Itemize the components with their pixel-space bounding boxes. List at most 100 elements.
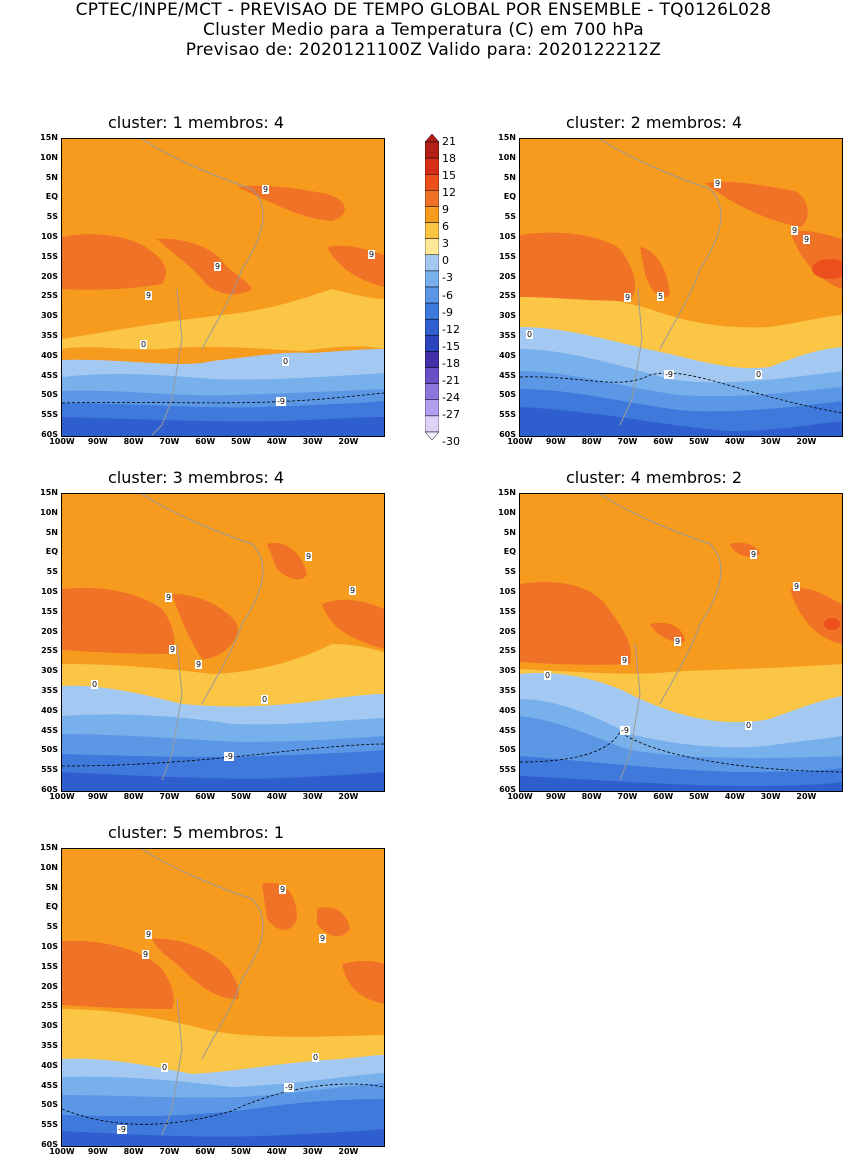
lon-tick-label: 50W <box>231 792 251 801</box>
lon-tick-label: 90W <box>87 437 108 446</box>
lat-tick-label: 50S <box>41 390 58 400</box>
lat-tick-label: 50S <box>499 390 516 400</box>
lon-tick-label: 60W <box>195 437 216 446</box>
lat-tick-label: 5N <box>45 527 58 537</box>
lat-tick-label: 30S <box>41 311 58 321</box>
lon-tick-label: 90W <box>87 792 108 801</box>
lat-tick-label: 50S <box>41 745 58 755</box>
lat-tick-label: 15S <box>499 606 516 616</box>
colorbar-segment <box>424 351 440 368</box>
contour-label: -9 <box>224 752 234 761</box>
lat-tick-label: 40S <box>41 1060 58 1070</box>
lat-tick-label: 35S <box>499 686 516 695</box>
colorbar-segment <box>424 254 440 272</box>
contour-label: 9 <box>793 582 801 591</box>
lat-tick-label: 40S <box>41 705 58 715</box>
lon-tick-label: 70W <box>159 792 180 801</box>
contour-label: 9 <box>621 656 629 665</box>
lat-tick-label: 25S <box>41 646 58 656</box>
lat-tick-label: 15N <box>498 488 516 497</box>
lon-tick-label: 60W <box>653 792 674 801</box>
lon-tick-label: 70W <box>159 1147 180 1156</box>
chart-title-line2: Cluster Medio para a Temperatura (C) em … <box>202 20 645 40</box>
lat-tick-label: 25S <box>499 646 516 656</box>
panel-title-5: cluster: 5 membros: 1 <box>108 823 285 842</box>
chart-title-line1: CPTEC/INPE/MCT - PREVISAO DE TEMPO GLOBA… <box>75 0 772 20</box>
colorbar-label: -21 <box>442 373 460 387</box>
colorbar-segment <box>424 286 440 304</box>
contour-label: 0 <box>526 330 534 339</box>
colorbar-label: -27 <box>442 407 460 421</box>
lat-tick-label: 10N <box>498 507 516 517</box>
lat-tick-label: 10N <box>498 152 516 162</box>
lon-tick-label: 50W <box>689 792 709 801</box>
lon-tick-label: 30W <box>302 1147 323 1156</box>
lat-tick-label: 40S <box>499 705 516 715</box>
colorbar-label: -12 <box>442 322 460 336</box>
lat-tick-label: 30S <box>41 666 58 676</box>
panel-title-1: cluster: 1 membros: 4 <box>108 113 285 132</box>
lat-tick-label: 30S <box>499 311 516 321</box>
contour-label: 9 <box>674 637 682 646</box>
contour-label: 9 <box>145 930 153 939</box>
lat-tick-label: 15N <box>40 488 58 497</box>
contour-label: -9 <box>276 397 286 406</box>
lon-tick-label: 90W <box>545 792 566 801</box>
lat-tick-label: EQ <box>45 192 58 202</box>
lon-tick-label: 60W <box>195 1147 216 1156</box>
lat-tick-label: 20S <box>499 626 516 636</box>
lat-tick-label: 10N <box>40 152 58 162</box>
colorbar-label: 21 <box>442 135 456 148</box>
lat-tick-label: 15S <box>41 606 58 616</box>
lon-tick-label: 20W <box>338 792 359 801</box>
contour-label: -9 <box>117 1125 127 1134</box>
lat-tick-label: 20S <box>41 626 58 636</box>
lon-tick-label: 20W <box>796 437 817 446</box>
lat-tick-label: 5S <box>46 922 58 932</box>
contour-label: 0 <box>544 671 552 680</box>
colorbar-segment <box>424 270 440 288</box>
lon-tick-label: 90W <box>87 1147 108 1156</box>
colorbar-label: 15 <box>442 169 456 183</box>
lat-tick-label: 10S <box>499 587 516 596</box>
lon-tick-label: 80W <box>581 792 602 801</box>
contour-label: 0 <box>755 370 763 379</box>
lat-tick-label: 15N <box>498 133 516 142</box>
lon-tick-label: 40W <box>724 437 745 446</box>
lon-tick-label: 30W <box>760 792 781 801</box>
lat-tick-label: 35S <box>499 331 516 340</box>
lon-tick-label: 70W <box>617 792 638 801</box>
lon-tick-label: 40W <box>724 792 745 801</box>
contour-label: 9 <box>305 552 313 561</box>
panel-title-2: cluster: 2 membros: 4 <box>566 113 743 132</box>
lat-tick-label: 40S <box>41 350 58 360</box>
map-panel-3 <box>61 493 385 792</box>
panel-title-4: cluster: 4 membros: 2 <box>566 468 743 487</box>
colorbar-label: 6 <box>442 220 449 234</box>
lon-tick-label: 100W <box>507 792 533 801</box>
contour-label: 9 <box>624 293 632 302</box>
lat-tick-label: 55S <box>499 410 516 420</box>
lat-tick-label: 30S <box>41 1021 58 1031</box>
lat-tick-label: 10N <box>40 507 58 517</box>
colorbar-segment <box>424 302 440 320</box>
colorbar-label: -18 <box>442 356 460 370</box>
lat-tick-label: 5S <box>504 567 516 577</box>
lat-tick-label: 20S <box>499 271 516 281</box>
map-panel-5 <box>61 848 385 1147</box>
colorbar-label: 3 <box>442 237 449 251</box>
colorbar-label: 18 <box>442 152 456 166</box>
lon-tick-label: 30W <box>302 792 323 801</box>
lon-tick-label: 50W <box>231 1147 251 1156</box>
contour-label: 9 <box>714 179 722 188</box>
lat-tick-label: 5N <box>45 172 58 182</box>
lon-tick-label: 40W <box>266 1147 287 1156</box>
lat-tick-label: EQ <box>45 902 58 912</box>
lat-tick-label: 45S <box>41 370 58 380</box>
contour-label: 0 <box>91 680 99 689</box>
colorbar-segment <box>424 190 440 207</box>
contour-label: 0 <box>745 721 753 730</box>
lat-tick-label: 5S <box>504 212 516 222</box>
lon-tick-label: 60W <box>653 437 674 446</box>
lat-tick-label: 25S <box>41 1001 58 1011</box>
